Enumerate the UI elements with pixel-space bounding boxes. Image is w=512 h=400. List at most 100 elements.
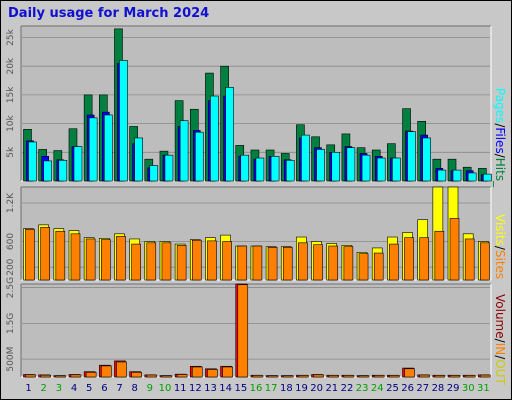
- bar-volume-in: [85, 372, 97, 378]
- x-tick-label: 2: [41, 383, 47, 394]
- bar-pages: [240, 154, 250, 182]
- bar-sites: [343, 246, 354, 281]
- y-tick-label: 1.5G: [6, 313, 16, 334]
- bar-pages: [210, 95, 219, 182]
- bar-pages: [392, 157, 401, 182]
- bar-sites: [161, 242, 172, 281]
- bar-volume-in: [449, 375, 461, 378]
- x-tick-label: 5: [86, 383, 92, 394]
- bar-pages: [164, 154, 174, 182]
- y-tick-label: 1.2K: [6, 192, 16, 213]
- bar-volume-in: [40, 374, 51, 378]
- bar-sites: [298, 242, 308, 281]
- bar-pages: [58, 160, 68, 182]
- bar-pages: [88, 117, 98, 182]
- x-tick-label: 13: [204, 383, 217, 394]
- legend-part: /: [493, 339, 507, 344]
- bar-sites: [464, 238, 475, 281]
- x-tick-label: 21: [325, 383, 338, 394]
- x-tick-label: 14: [219, 383, 232, 394]
- bar-pages: [270, 156, 280, 182]
- bar-pages: [437, 169, 447, 182]
- legend-part: /: [493, 246, 507, 251]
- x-tick-label: 19: [295, 383, 308, 394]
- x-tick-label: 27: [416, 383, 429, 394]
- bar-volume-in: [207, 369, 218, 378]
- bar-pages: [361, 154, 371, 182]
- x-tick-label: 29: [447, 383, 460, 394]
- x-tick-label: 16: [250, 383, 263, 394]
- y-tick-label: 2.5G: [6, 277, 16, 298]
- bar-sites: [85, 238, 96, 281]
- bar-volume-in: [25, 374, 36, 378]
- bar-volume-in: [373, 375, 385, 378]
- bar-volume-in: [480, 374, 491, 378]
- bar-pages: [194, 131, 204, 182]
- bar-pages: [104, 114, 113, 182]
- x-tick-label: 20: [310, 383, 323, 394]
- bar-sites: [191, 239, 202, 281]
- y-tick-label: 25k: [6, 28, 16, 45]
- bar-sites: [313, 244, 323, 281]
- bar-pages: [149, 165, 159, 182]
- bar-sites: [40, 227, 50, 281]
- bar-volume-in: [237, 284, 249, 378]
- x-tick-label: 15: [234, 383, 247, 394]
- bar-sites: [131, 243, 141, 281]
- bar-sites: [404, 237, 414, 281]
- x-tick-label: 31: [477, 383, 490, 394]
- bar-sites: [267, 246, 278, 281]
- x-tick-label: 7: [116, 383, 122, 394]
- bar-pages: [119, 60, 128, 182]
- bar-pages: [43, 160, 52, 182]
- bar-pages: [316, 149, 325, 182]
- x-tick-label: 3: [56, 383, 62, 394]
- legend-part: Visits: [493, 214, 507, 246]
- legend-part: IN: [493, 343, 507, 356]
- legend-part: Files: [493, 127, 507, 153]
- y-tick-label: 5k: [6, 146, 16, 158]
- bar-sites: [176, 245, 187, 281]
- bar-sites: [282, 246, 293, 281]
- bar-volume-in: [55, 375, 67, 378]
- bar-sites: [116, 236, 126, 281]
- bar-pages: [467, 172, 477, 182]
- bar-pages: [179, 120, 189, 182]
- x-tick-label: 17: [265, 383, 278, 394]
- bar-sites: [328, 245, 339, 281]
- bar-sites: [434, 230, 445, 281]
- x-tick-label: 1: [25, 383, 31, 394]
- bar-sites: [358, 253, 369, 281]
- bar-volume-in: [131, 372, 142, 378]
- bar-sites: [419, 237, 429, 281]
- y-tick-label: 15k: [6, 86, 16, 103]
- bar-volume-in: [464, 375, 476, 378]
- bar-pages: [225, 87, 234, 182]
- chart-title: Daily usage for March 2024: [8, 6, 210, 21]
- legend-part: OUT: [493, 359, 507, 385]
- bar-sites: [25, 229, 35, 281]
- bar-volume-in: [70, 374, 82, 378]
- bar-sites: [389, 243, 399, 281]
- legend-part: /: [493, 123, 507, 128]
- bar-volume-in: [222, 366, 233, 378]
- bar-sites: [207, 240, 217, 281]
- y-tick-label: 500M: [6, 347, 16, 372]
- panel-volume: [21, 284, 491, 377]
- bar-pages: [483, 173, 492, 182]
- bar-sites: [237, 245, 248, 281]
- bar-volume-in: [404, 368, 415, 378]
- bar-volume-in: [282, 375, 294, 378]
- bar-pages: [452, 169, 462, 182]
- y-tick-label: 20k: [6, 57, 16, 74]
- x-tick-label: 25: [386, 383, 399, 394]
- bar-pages: [376, 157, 386, 182]
- bar-pages: [73, 146, 83, 182]
- bar-volume-in: [267, 375, 279, 378]
- bar-pages: [331, 151, 341, 182]
- legend-part: Sites: [493, 250, 507, 279]
- bar-volume-in: [252, 375, 264, 378]
- bar-sites: [480, 242, 490, 281]
- bar-pages: [285, 160, 295, 182]
- x-tick-label: 8: [132, 383, 138, 394]
